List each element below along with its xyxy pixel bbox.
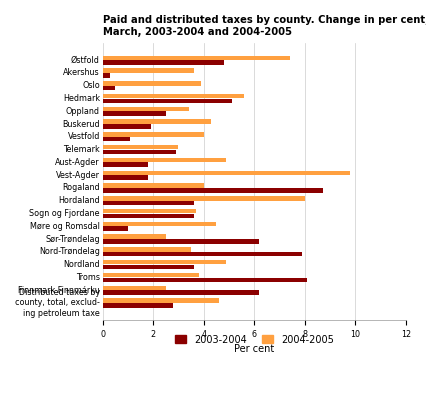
- Bar: [103, 55, 290, 60]
- Bar: [103, 81, 201, 86]
- Bar: [103, 137, 130, 141]
- Bar: [103, 99, 232, 103]
- Bar: [103, 235, 166, 239]
- Bar: [103, 260, 227, 264]
- Bar: [103, 226, 128, 231]
- Bar: [103, 150, 176, 154]
- Bar: [103, 273, 199, 277]
- Bar: [103, 290, 259, 295]
- Bar: [103, 132, 204, 137]
- Bar: [103, 60, 224, 65]
- Bar: [103, 252, 302, 256]
- Bar: [103, 73, 110, 77]
- Bar: [103, 222, 216, 226]
- Bar: [103, 111, 166, 116]
- Bar: [103, 162, 148, 167]
- X-axis label: Per cent: Per cent: [234, 344, 274, 354]
- Legend: 2003-2004, 2004-2005: 2003-2004, 2004-2005: [171, 331, 338, 349]
- Bar: [103, 201, 194, 205]
- Bar: [103, 214, 194, 218]
- Bar: [103, 286, 166, 290]
- Bar: [103, 68, 194, 73]
- Bar: [103, 209, 196, 213]
- Bar: [103, 119, 211, 124]
- Bar: [103, 175, 148, 180]
- Bar: [103, 158, 227, 162]
- Bar: [103, 124, 151, 129]
- Bar: [103, 171, 350, 175]
- Bar: [103, 277, 308, 282]
- Bar: [103, 247, 191, 252]
- Bar: [103, 107, 189, 111]
- Bar: [103, 145, 178, 149]
- Bar: [103, 86, 115, 90]
- Bar: [103, 183, 204, 188]
- Bar: [103, 298, 219, 303]
- Text: Paid and distributed taxes by county. Change in per cent, January-
March, 2003-2: Paid and distributed taxes by county. Ch…: [103, 15, 426, 37]
- Bar: [103, 303, 173, 308]
- Bar: [103, 94, 244, 98]
- Bar: [103, 265, 194, 269]
- Bar: [103, 188, 322, 193]
- Bar: [103, 239, 259, 244]
- Bar: [103, 196, 305, 200]
